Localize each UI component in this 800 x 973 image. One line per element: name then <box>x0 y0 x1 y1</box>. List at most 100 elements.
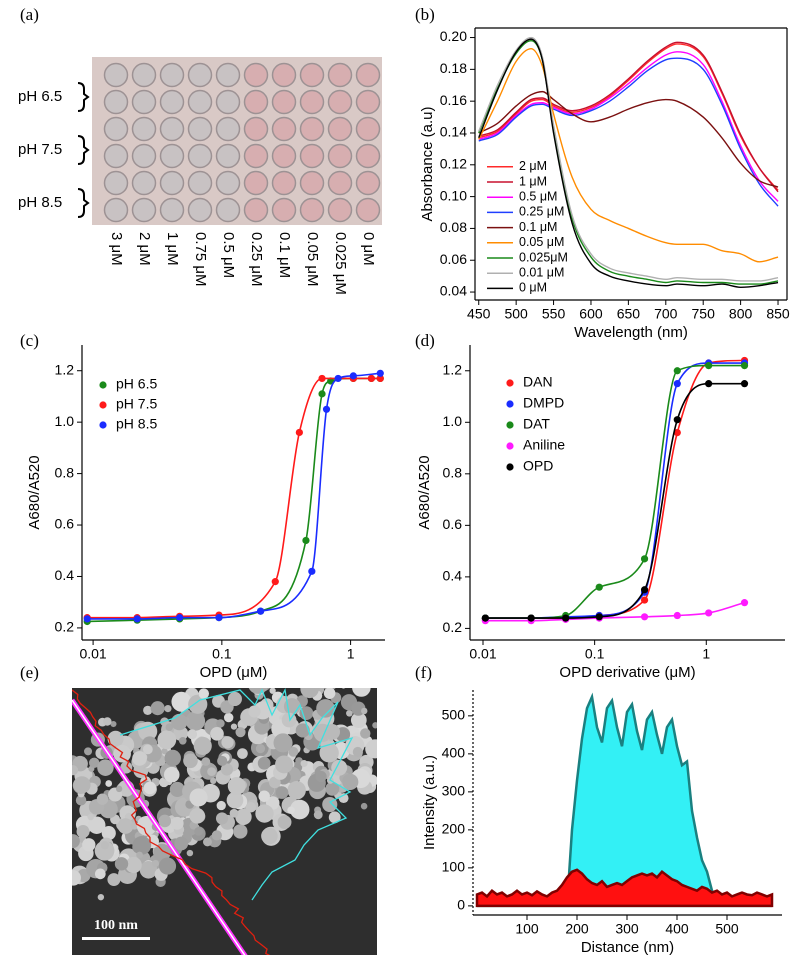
x-axis-title: OPD (μM) <box>200 664 268 681</box>
particle <box>94 840 115 861</box>
particle <box>198 688 210 699</box>
point <box>349 372 357 380</box>
well <box>243 116 269 142</box>
legend-label: 2 μM <box>519 159 547 173</box>
particle <box>97 759 114 776</box>
x-tick-label: 750 <box>692 306 716 322</box>
particle <box>143 705 153 715</box>
well <box>271 197 297 223</box>
legend-swatch <box>99 401 107 409</box>
particle <box>305 667 317 679</box>
particle <box>186 849 194 857</box>
well <box>103 116 129 142</box>
well <box>271 89 297 115</box>
legend-label: OPD <box>523 458 553 474</box>
point <box>673 380 681 388</box>
well <box>215 197 241 223</box>
well <box>271 116 297 142</box>
particle <box>248 705 261 718</box>
legend-label: pH 6.5 <box>116 376 157 392</box>
y-tick-label: 0.04 <box>440 283 467 299</box>
particle <box>300 688 319 699</box>
well <box>327 170 353 196</box>
y-tick-label: 0.20 <box>440 28 467 44</box>
y-tick-label: 0.10 <box>440 187 467 203</box>
panel-label: (e) <box>20 663 39 682</box>
x-tick-label: 0.1 <box>585 646 605 662</box>
well <box>215 170 241 196</box>
particle <box>365 672 373 680</box>
particle <box>315 656 329 670</box>
column-label: 0.5 μM <box>220 232 237 278</box>
point <box>562 614 570 622</box>
well <box>159 116 185 142</box>
point <box>705 362 713 370</box>
x-tick-label: 500 <box>504 306 528 322</box>
particle <box>89 757 100 768</box>
particle <box>372 722 377 729</box>
x-tick-label: 0.1 <box>212 646 232 662</box>
particle <box>303 657 313 667</box>
particle <box>114 857 129 871</box>
particle <box>132 751 147 766</box>
particle <box>169 781 185 797</box>
column-label: 3 μM <box>108 232 125 266</box>
well <box>299 116 325 142</box>
y-tick-label: 0.4 <box>55 567 75 583</box>
point <box>334 374 342 383</box>
particle <box>346 663 359 676</box>
particle <box>185 711 206 731</box>
line <box>478 38 779 288</box>
particle <box>221 736 234 749</box>
x-tick-label: 600 <box>579 306 603 322</box>
particle <box>115 785 123 793</box>
y-tick-label: 0.06 <box>440 251 467 267</box>
point <box>133 615 141 623</box>
bracket <box>77 188 90 218</box>
legend-label: 0.01 μM <box>519 265 564 279</box>
particle <box>132 836 152 855</box>
panel-label: (d) <box>415 331 435 350</box>
particle <box>233 824 248 839</box>
well <box>355 62 381 88</box>
particle <box>187 729 198 740</box>
well <box>271 143 297 169</box>
particle <box>308 688 313 689</box>
particle <box>84 747 93 756</box>
well <box>103 197 129 223</box>
x-axis-title: OPD derivative (μM) <box>559 664 695 681</box>
particle <box>220 763 234 776</box>
y-tick-label: 0.2 <box>443 619 463 635</box>
point <box>302 536 310 545</box>
y-tick-label: 400 <box>442 745 466 761</box>
micrograph-content <box>72 656 377 955</box>
particle <box>87 813 94 821</box>
fit-line <box>87 377 381 619</box>
particle <box>342 773 359 790</box>
y-tick-label: 0.6 <box>55 516 75 532</box>
well <box>327 89 353 115</box>
x-tick-label: 0.01 <box>469 646 496 662</box>
particle <box>289 799 310 820</box>
well <box>327 116 353 142</box>
particle <box>143 781 157 795</box>
point <box>673 611 681 620</box>
particle <box>352 688 371 697</box>
particle <box>346 709 353 717</box>
particle <box>323 688 336 699</box>
particle <box>96 793 109 805</box>
well <box>215 143 241 169</box>
point <box>640 586 649 594</box>
particle <box>331 759 348 776</box>
point <box>673 416 681 424</box>
well <box>215 62 241 88</box>
particle <box>270 688 274 689</box>
point <box>295 428 303 437</box>
particle <box>217 755 228 766</box>
x-tick-label: 850 <box>766 306 790 322</box>
column-label: 0.25 μM <box>248 232 265 287</box>
well <box>215 116 241 142</box>
well <box>243 197 269 223</box>
column-label: 0.05 μM <box>304 232 321 287</box>
particle <box>158 814 172 828</box>
